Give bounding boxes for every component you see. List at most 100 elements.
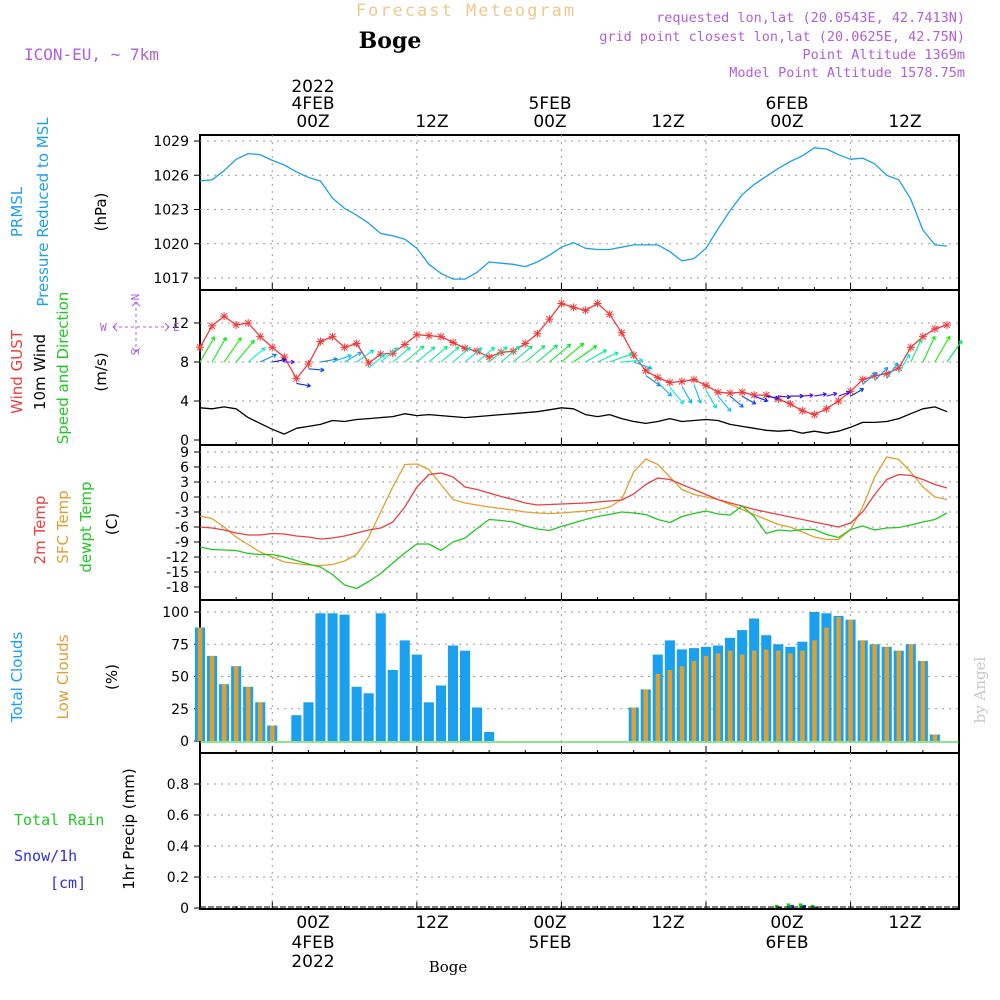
gust-marker [449, 338, 457, 347]
total-cloud-bar [387, 670, 398, 741]
wind-arrow [778, 394, 791, 400]
low-cloud-bar [896, 650, 901, 741]
gust-marker [750, 391, 759, 400]
y-tick-label: 1020 [153, 237, 189, 253]
y-tick-label: 0.2 [167, 870, 189, 886]
low-cloud-bar [197, 627, 203, 741]
point-altitude: Point Altitude 1369m [802, 47, 965, 63]
gust-marker [292, 374, 301, 383]
low-cloud-bar [246, 686, 251, 741]
gust-marker [726, 389, 735, 398]
gust-marker [653, 373, 662, 382]
wind-arrow [440, 346, 460, 363]
wind-arrow [729, 395, 744, 408]
gust-marker [762, 391, 771, 400]
total-cloud-bar [351, 686, 362, 741]
wind-arrow [573, 345, 598, 363]
wind-arrow [464, 347, 483, 363]
tsfc-label: SFC Temp [54, 490, 72, 563]
wind-arrow [524, 344, 546, 363]
wind-arrow [247, 347, 266, 363]
gust-marker [894, 363, 903, 372]
gust-marker [352, 339, 361, 348]
watermark: by Angel [971, 656, 989, 723]
low-cloud-bar [679, 666, 685, 741]
wind-arrow [633, 361, 653, 370]
top-hour-3: 00Z [533, 112, 566, 132]
wind-dir-label: Speed and Direction [54, 292, 72, 445]
low-cloud-bar [631, 707, 636, 741]
y-tick-label: 25 [171, 702, 189, 718]
gust-marker [256, 332, 265, 341]
tdew-line [199, 505, 948, 590]
wind-arrow [717, 395, 732, 412]
gust-marker [461, 344, 470, 353]
total-cloud-bar [435, 685, 446, 741]
t2m-label: 2m Temp [31, 496, 49, 565]
grid-lines [200, 135, 959, 909]
gust-marker [581, 306, 590, 315]
top-hour-2: 12Z [415, 112, 448, 132]
rain-bar [774, 904, 779, 908]
y-tick-label: -6 [175, 520, 189, 536]
total-clouds-label: Total Clouds [8, 632, 26, 724]
wind-arrow [597, 351, 619, 363]
wind-arrow [609, 352, 633, 363]
gust-marker [738, 388, 747, 397]
wind-arrow [488, 346, 508, 363]
gust-marker [569, 303, 578, 312]
wind-arrow [898, 353, 911, 373]
y-tick-label: 0 [180, 433, 189, 449]
y-tick-label: 0 [180, 734, 189, 750]
wind-arrow [862, 371, 878, 385]
total-cloud-bar [447, 645, 458, 741]
low-cloud-bar [233, 666, 239, 741]
requested-coords: requested lon,lat (20.0543E, 42.7413N) [656, 10, 965, 26]
wind-arrow [561, 342, 585, 363]
bottom-date-3: 6FEB [766, 933, 809, 953]
gust-marker [930, 324, 939, 333]
y-tick-label: 0.8 [167, 777, 189, 793]
gust-marker [918, 332, 927, 341]
wind-arrow [272, 357, 287, 363]
gust-marker [858, 375, 867, 384]
gust-marker [834, 397, 843, 405]
gust-marker [545, 315, 554, 324]
gust-marker [400, 340, 409, 349]
total-cloud-bar [399, 640, 410, 741]
gust-marker [798, 406, 807, 415]
low-cloud-bar [884, 646, 889, 741]
gust-marker [665, 378, 674, 387]
gust-marker [786, 399, 795, 408]
wind-arrow [946, 340, 963, 363]
wind-gust-label: Wind GUST [8, 329, 26, 414]
wind-arrow [452, 346, 472, 363]
compass-n: N [129, 294, 142, 301]
low-cloud-bar [270, 725, 275, 741]
low-cloud-bar [836, 617, 841, 741]
wind-arrow [392, 346, 411, 363]
low-cloud-bar [812, 640, 817, 741]
gust-marker [702, 381, 710, 390]
plot-layer [194, 147, 963, 908]
wind-arrow [669, 387, 685, 405]
low-cloud-bar [920, 661, 926, 741]
y-tick-label: 0 [180, 901, 189, 917]
bottom-hour-2: 12Z [415, 913, 448, 933]
wind-panel [199, 289, 960, 446]
gust-marker [906, 343, 915, 352]
total-cloud-bar [460, 650, 471, 741]
gust-marker [304, 359, 313, 368]
top-hour-5: 00Z [770, 112, 803, 132]
y-tick-label: -3 [175, 505, 189, 521]
snow-bar [802, 904, 806, 908]
gust-marker [436, 332, 445, 341]
gust-marker [870, 371, 879, 380]
wind-arrow [754, 395, 769, 403]
wind-arrow [368, 353, 386, 369]
gust-marker [424, 331, 433, 340]
y-tick-label: 3 [180, 475, 189, 491]
model-name: ICON-EU, ~ 7km [24, 45, 159, 64]
wind-10m-label: 10m Wind [31, 334, 49, 410]
